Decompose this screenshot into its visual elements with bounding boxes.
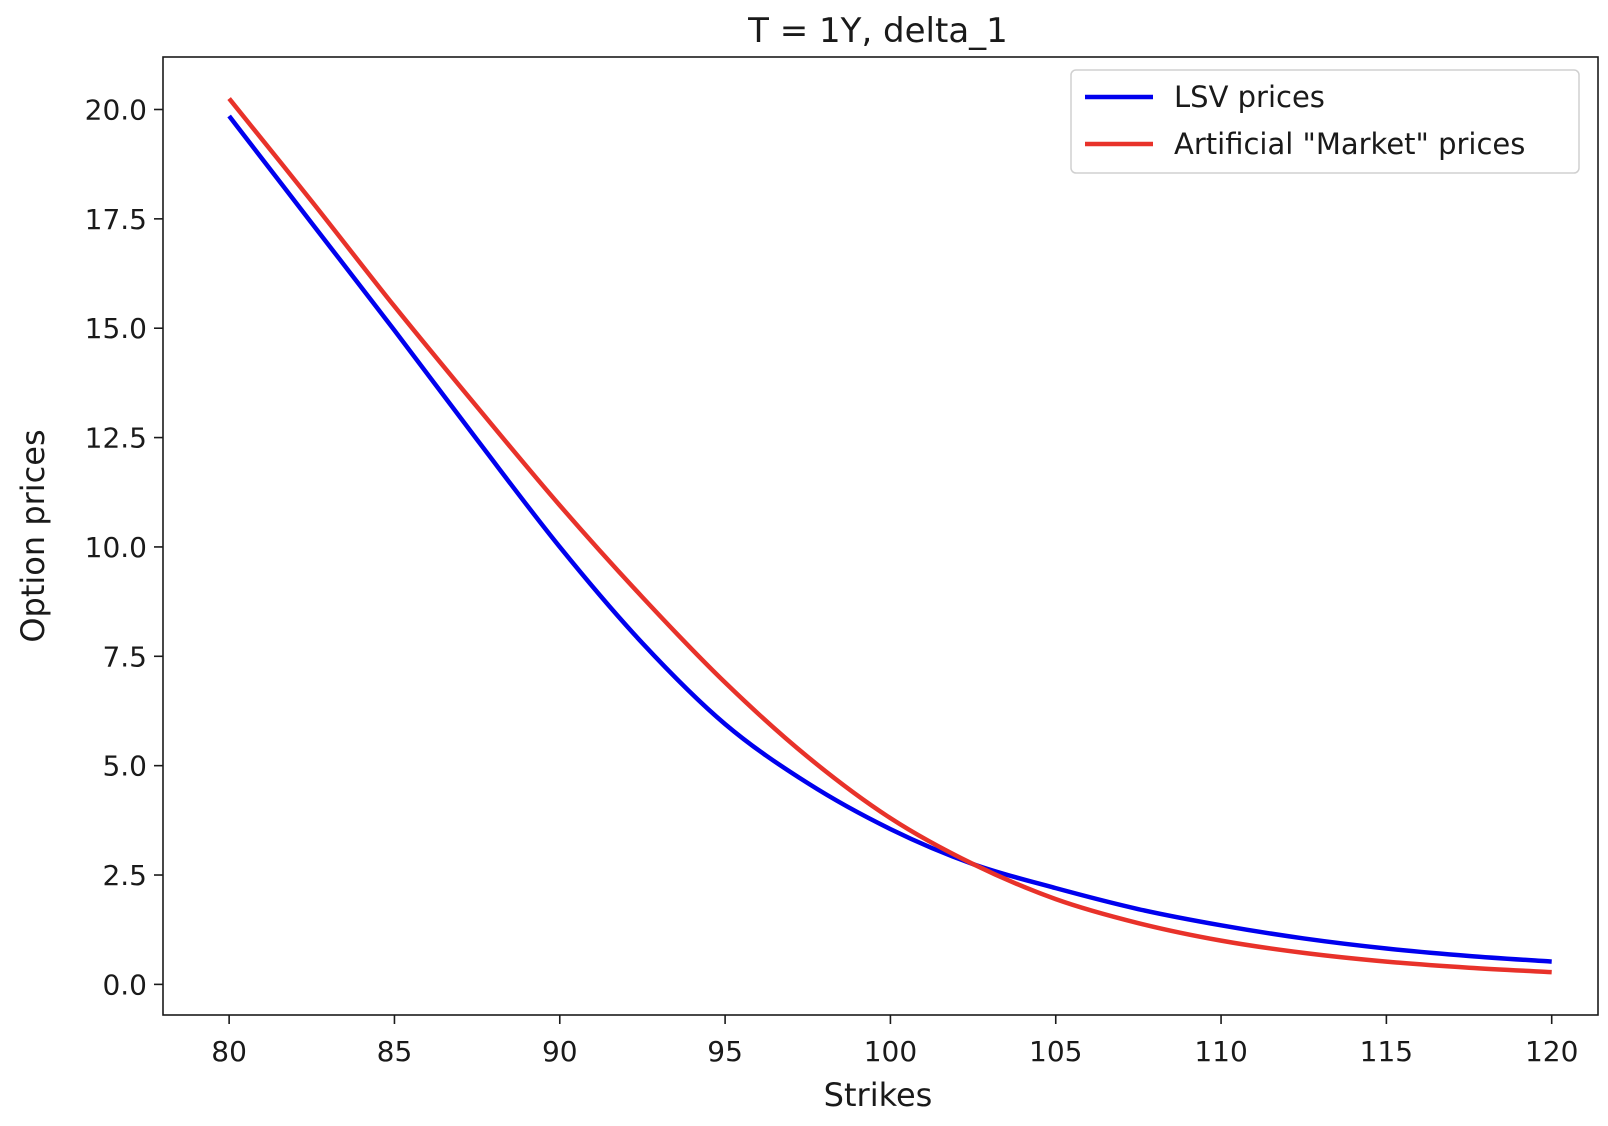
- x-axis-label: Strikes: [824, 1076, 933, 1114]
- x-tick-label: 110: [1194, 1035, 1247, 1068]
- series-line-lsv: [227, 114, 1552, 964]
- x-tick-label: 95: [707, 1035, 743, 1068]
- y-tick-label: 0.0: [102, 968, 147, 1001]
- legend-label-lsv: LSV prices: [1174, 80, 1325, 114]
- y-tick-label: 2.5: [102, 859, 147, 892]
- x-axis: 80 85 90 95 100 105 110 115 120: [211, 1015, 1578, 1068]
- x-tick-label: 105: [1029, 1035, 1082, 1068]
- x-tick-label: 90: [542, 1035, 578, 1068]
- series-line-market: [227, 97, 1552, 975]
- y-tick-label: 15.0: [85, 312, 147, 345]
- y-axis: 0.0 2.5 5.0 7.5 10.0 12.5 15.0 17.5 20.0: [85, 93, 163, 1001]
- plot-frame: [162, 56, 1599, 1016]
- x-tick-label: 85: [377, 1035, 413, 1068]
- y-tick-label: 12.5: [85, 422, 147, 455]
- legend: LSV prices Artificial "Market" prices: [1070, 69, 1580, 174]
- x-tick-label: 80: [211, 1035, 247, 1068]
- x-tick-label: 100: [864, 1035, 917, 1068]
- y-tick-label: 5.0: [102, 750, 147, 783]
- y-tick-label: 17.5: [85, 203, 147, 236]
- series-layer: [227, 97, 1552, 975]
- x-tick-label: 115: [1360, 1035, 1413, 1068]
- chart-title: T = 1Y, delta_1: [747, 11, 1008, 51]
- y-tick-label: 7.5: [102, 640, 147, 673]
- legend-label-market: Artificial "Market" prices: [1174, 127, 1525, 161]
- y-axis-label: Option prices: [14, 429, 52, 642]
- x-tick-label: 120: [1525, 1035, 1578, 1068]
- legend-frame: [1070, 69, 1580, 174]
- y-tick-label: 20.0: [85, 93, 147, 126]
- y-tick-label: 10.0: [85, 531, 147, 564]
